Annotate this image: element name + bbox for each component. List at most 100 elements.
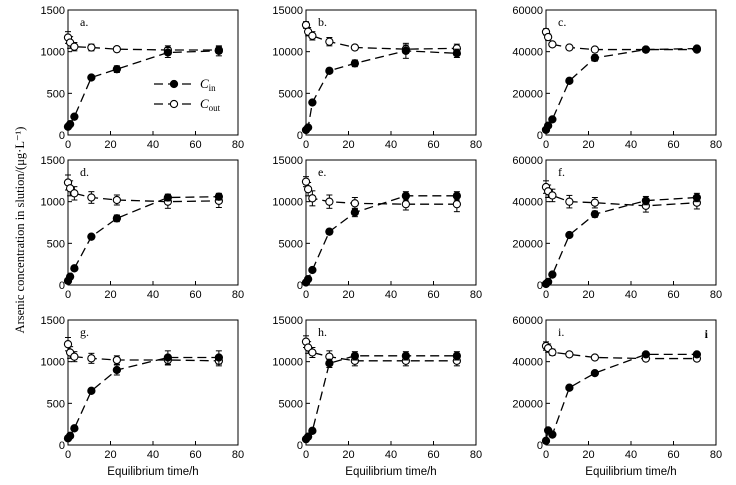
cout-point bbox=[325, 37, 334, 46]
x-tick-label: 40 bbox=[385, 289, 397, 301]
x-tick-label: 0 bbox=[303, 449, 309, 461]
cout-point bbox=[112, 355, 122, 365]
x-tick-label: 40 bbox=[385, 139, 397, 151]
cin-point bbox=[87, 73, 96, 82]
panel-label: i. bbox=[558, 325, 564, 339]
cin-point bbox=[543, 121, 553, 130]
x-tick-label: 60 bbox=[667, 449, 679, 461]
cin-legend-marker bbox=[169, 79, 179, 89]
cin-point bbox=[641, 350, 651, 359]
cout-point bbox=[87, 43, 96, 52]
panel-i: 0 20000 40000 60000 0 20 40 60 80 i. i Equilibrium … bbox=[512, 315, 722, 478]
panel-a: 0 500 1000 1500 0 20 40 60 80 a. bbox=[41, 5, 245, 151]
cin-point bbox=[692, 350, 702, 359]
cin-legend-label: Cin bbox=[200, 76, 216, 93]
plot-frame bbox=[67, 159, 239, 286]
plot-frame bbox=[545, 159, 717, 286]
y-tick-label: 0 bbox=[537, 130, 543, 142]
cin-point bbox=[325, 359, 334, 368]
cin-point bbox=[401, 46, 411, 55]
x-tick-label: 80 bbox=[232, 139, 244, 151]
cout-point bbox=[303, 185, 313, 194]
cin-point bbox=[548, 270, 557, 279]
y-tick-label: 0 bbox=[297, 280, 303, 292]
cin-point bbox=[65, 272, 75, 281]
panel-label: f. bbox=[558, 165, 565, 179]
cin-point bbox=[590, 210, 600, 219]
y-tick-label: 1000 bbox=[41, 47, 65, 59]
cin-point bbox=[163, 193, 173, 202]
x-tick-label: 20 bbox=[582, 289, 594, 301]
x-tick-label: 0 bbox=[543, 289, 549, 301]
cout-point bbox=[87, 193, 96, 202]
panel-label: g. bbox=[80, 325, 89, 339]
plot-frame bbox=[305, 319, 477, 446]
x-tick-label: 40 bbox=[147, 289, 159, 301]
y-tick-label: 15000 bbox=[272, 315, 303, 327]
cin-point bbox=[641, 45, 651, 54]
cin-point bbox=[163, 48, 173, 57]
cin-point bbox=[214, 192, 224, 201]
cout-point bbox=[548, 191, 557, 200]
cin-point bbox=[548, 430, 557, 439]
cin-point bbox=[325, 227, 334, 236]
x-tick-label: 60 bbox=[427, 139, 439, 151]
y-tick-label: 0 bbox=[59, 280, 65, 292]
cout-point bbox=[590, 45, 600, 54]
panel-c: 0 20000 40000 60000 0 20 40 60 80 c. bbox=[512, 5, 722, 151]
cin-point bbox=[214, 46, 224, 55]
y-tick-label: 5000 bbox=[279, 238, 303, 250]
x-tick-label: 60 bbox=[667, 289, 679, 301]
cin-point bbox=[87, 232, 96, 241]
cin-point bbox=[350, 208, 360, 217]
panel-label: a. bbox=[80, 15, 88, 29]
x-tick-label: 60 bbox=[189, 139, 201, 151]
panel-label: b. bbox=[318, 15, 327, 29]
cout-point bbox=[548, 40, 557, 49]
cin-point bbox=[452, 49, 462, 58]
plot-frame bbox=[545, 319, 717, 446]
cin-line bbox=[67, 50, 219, 128]
cin-point bbox=[565, 230, 574, 240]
cin-point bbox=[541, 436, 551, 445]
x-tick-label: 60 bbox=[667, 139, 679, 151]
y-tick-label: 10000 bbox=[272, 197, 303, 209]
x-tick-label: 0 bbox=[65, 289, 71, 301]
y-tick-label: 15000 bbox=[272, 5, 303, 17]
x-tick-label: 80 bbox=[710, 289, 722, 301]
x-tick-label: 40 bbox=[147, 139, 159, 151]
cin-point bbox=[65, 431, 75, 440]
x-tick-label: 0 bbox=[65, 139, 71, 151]
x-tick-label: 0 bbox=[303, 289, 309, 301]
cin-line bbox=[545, 47, 697, 131]
cin-point bbox=[692, 193, 702, 202]
x-tick-label: 60 bbox=[427, 289, 439, 301]
cout-point bbox=[565, 43, 574, 52]
y-tick-label: 500 bbox=[47, 398, 65, 410]
cin-point bbox=[325, 66, 334, 75]
x-tick-label: 60 bbox=[189, 289, 201, 301]
cin-point bbox=[565, 383, 574, 392]
cout-point bbox=[308, 194, 317, 203]
y-tick-label: 20000 bbox=[512, 88, 543, 100]
cin-point bbox=[214, 353, 224, 362]
cin-point bbox=[70, 424, 79, 433]
cin-point bbox=[692, 44, 702, 53]
cin-point bbox=[163, 353, 173, 362]
cout-point bbox=[325, 197, 334, 206]
panel-label: d. bbox=[80, 165, 89, 179]
cin-line bbox=[305, 355, 457, 440]
y-tick-label: 20000 bbox=[512, 398, 543, 410]
cout-point bbox=[565, 197, 574, 206]
cout-point bbox=[112, 195, 122, 205]
cin-point bbox=[65, 120, 75, 129]
cin-point bbox=[548, 115, 557, 124]
cin-line bbox=[545, 353, 697, 441]
cout-point bbox=[548, 348, 557, 357]
cin-point bbox=[308, 265, 317, 275]
cin-point bbox=[350, 351, 360, 360]
cin-point bbox=[543, 277, 553, 287]
cin-line bbox=[305, 50, 457, 131]
cin-point bbox=[401, 191, 411, 200]
